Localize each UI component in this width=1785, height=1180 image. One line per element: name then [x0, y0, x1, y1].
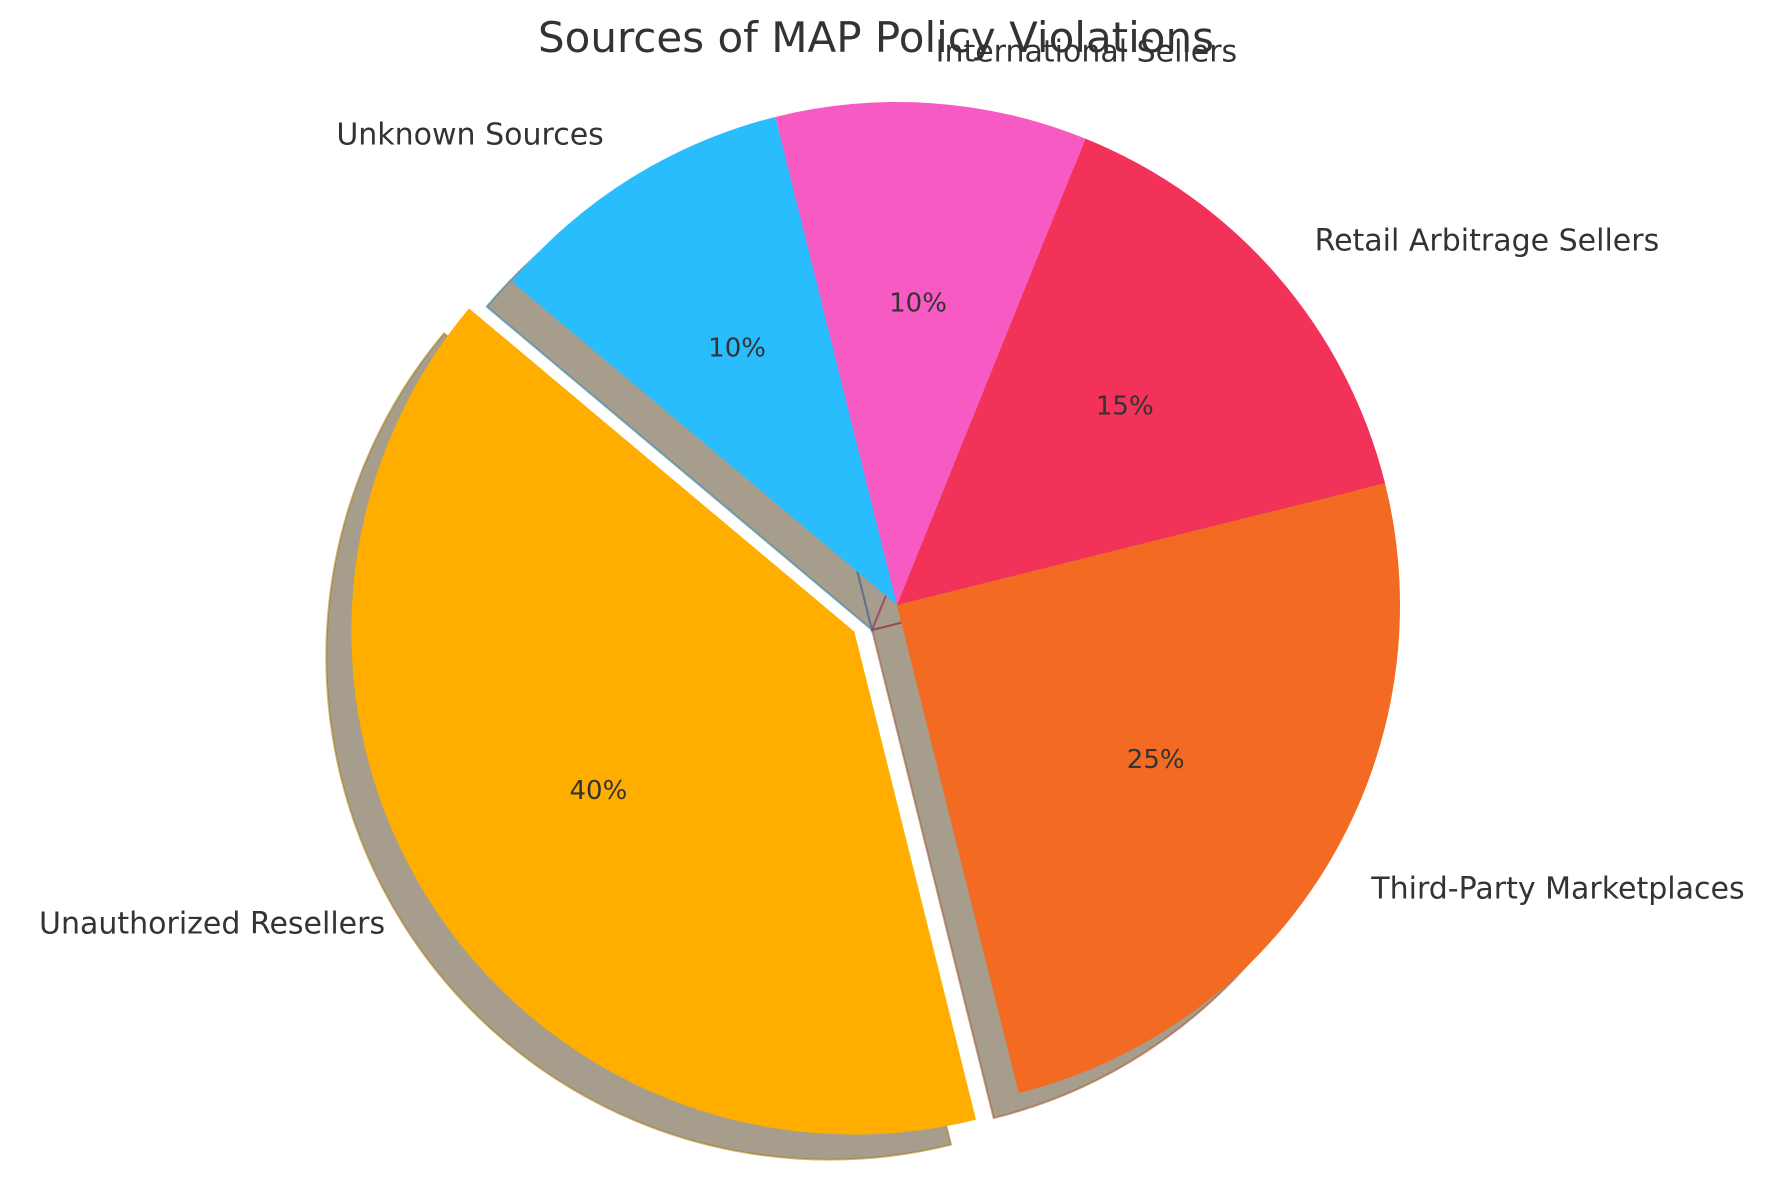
slice-label-unauthorized-resellers: Unauthorized Resellers: [39, 906, 385, 941]
slice-percent-unknown-sources: 10%: [708, 334, 766, 364]
slice-labels: Unauthorized Resellers 40% Third-Party Mar…: [39, 35, 1745, 942]
slice-unauthorized-resellers: [351, 308, 977, 1135]
slice-label-international-sellers: International Sellers: [936, 35, 1238, 70]
slice-percent-third-party-marketplaces: 25%: [1127, 745, 1185, 775]
slice-unknown-sources: [511, 116, 897, 605]
slice-label-unknown-sources: Unknown Sources: [336, 117, 603, 152]
slice-label-third-party-marketplaces: Third-Party Marketplaces: [1370, 871, 1744, 906]
slices: [351, 102, 1400, 1135]
slice-percent-unauthorized-resellers: 40%: [570, 776, 628, 806]
slice-third-party-marketplaces: [897, 483, 1400, 1094]
chart-title: Sources of MAP Policy Violations: [538, 13, 1214, 62]
slice-retail-arbitrage-sellers: [897, 138, 1386, 605]
slice-percent-retail-arbitrage-sellers: 15%: [1096, 392, 1154, 422]
slice-label-retail-arbitrage-sellers: Retail Arbitrage Sellers: [1315, 224, 1660, 259]
slice-international-sellers: [775, 102, 1086, 606]
slice-percent-international-sellers: 10%: [889, 288, 947, 318]
